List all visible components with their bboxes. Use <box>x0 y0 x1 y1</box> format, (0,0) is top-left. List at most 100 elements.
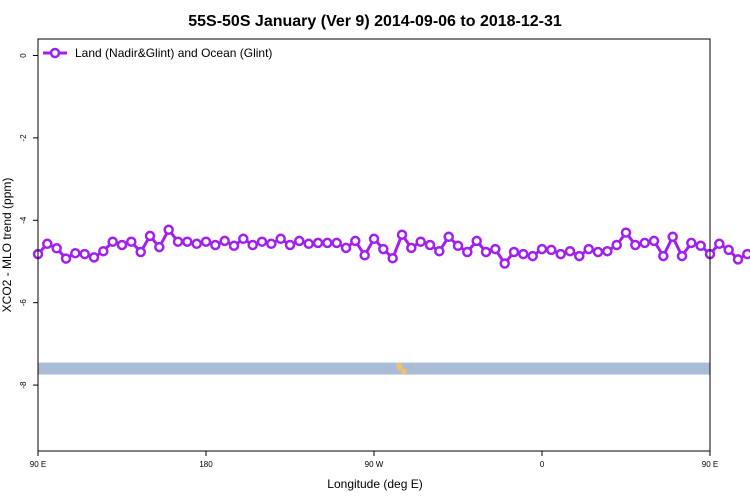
data-point <box>172 236 184 247</box>
y-tick-label: 0 <box>19 53 28 58</box>
data-point <box>60 253 72 264</box>
data-point <box>359 250 370 261</box>
legend-marker <box>49 47 61 59</box>
data-point <box>630 239 641 251</box>
data-point <box>406 242 417 254</box>
legend-entry: Land (Nadir&Glint) and Ocean (Glint) <box>75 46 272 60</box>
data-point <box>154 241 165 253</box>
data-point <box>742 248 750 260</box>
data-point <box>620 227 632 238</box>
data-point <box>452 240 464 252</box>
data-point <box>378 243 389 255</box>
data-point <box>583 243 594 255</box>
data-point <box>126 236 137 247</box>
data-point <box>639 237 650 249</box>
data-point <box>527 250 538 262</box>
data-point <box>648 235 660 247</box>
data-point <box>219 235 230 247</box>
data-point <box>667 231 678 243</box>
map-strip <box>38 362 710 375</box>
data-point <box>135 246 146 258</box>
data-point <box>275 233 286 245</box>
data-point <box>508 246 520 258</box>
data-point <box>546 244 557 256</box>
x-tick-label: 0 <box>540 460 545 469</box>
data-point <box>676 250 688 262</box>
data-point <box>294 235 305 247</box>
data-point <box>723 244 734 256</box>
data-point <box>70 247 81 259</box>
data-point <box>182 236 193 247</box>
data-point <box>51 243 62 254</box>
land-blob <box>400 368 407 375</box>
data-point <box>322 237 333 249</box>
data-point <box>387 252 398 264</box>
map-strip-ocean <box>38 362 710 375</box>
y-axis-label: XCO2 - MLO trend (ppm) <box>0 178 14 313</box>
data-point <box>658 250 669 262</box>
y-tick-label: -2 <box>19 134 28 142</box>
data-point <box>686 237 697 249</box>
data-point <box>518 248 529 260</box>
x-tick-label: 90 E <box>702 460 718 469</box>
x-tick-label: 90 E <box>30 460 46 469</box>
y-tick-label: -8 <box>19 381 28 389</box>
data-point <box>247 239 258 251</box>
data-point <box>116 239 128 251</box>
data-point <box>200 236 212 247</box>
data-point <box>191 238 202 250</box>
data-point <box>368 233 380 245</box>
data-point <box>695 240 706 252</box>
legend: Land (Nadir&Glint) and Ocean (Glint) <box>43 46 272 60</box>
series-layer <box>32 224 750 269</box>
data-point <box>462 246 473 258</box>
data-point <box>238 233 249 245</box>
data-point <box>284 239 296 251</box>
data-point <box>424 239 436 251</box>
data-point <box>210 239 221 251</box>
data-point <box>88 252 100 263</box>
data-point <box>732 254 744 265</box>
x-axis: 90 E 180 90 W 0 90 E <box>30 451 718 469</box>
data-point <box>396 229 408 240</box>
data-point <box>443 231 454 243</box>
data-point <box>42 238 53 250</box>
data-point <box>536 243 548 255</box>
x-axis-label: Longitude (deg E) <box>327 477 422 491</box>
x-tick-label: 180 <box>199 460 213 469</box>
chart-title: 55S-50S January (Ver 9) 2014-09-06 to 20… <box>188 13 562 30</box>
y-tick-label: -4 <box>19 216 28 224</box>
data-point <box>415 236 426 247</box>
data-point <box>499 258 510 269</box>
data-point <box>471 235 482 247</box>
data-point <box>611 239 622 251</box>
plot-frame <box>37 38 711 452</box>
data-point <box>340 242 352 254</box>
data-point <box>480 246 492 258</box>
data-point <box>602 245 613 257</box>
y-axis: 0 -2 -4 -6 -8 <box>19 53 38 389</box>
y-tick-label: -6 <box>19 299 28 307</box>
data-point <box>256 236 268 247</box>
data-point <box>564 245 576 257</box>
data-point <box>144 230 156 242</box>
land-blob <box>414 364 417 367</box>
data-point <box>490 243 501 255</box>
data-point <box>312 237 324 249</box>
data-point <box>107 236 118 247</box>
data-point <box>434 245 445 257</box>
land-blob <box>396 362 403 371</box>
data-point <box>266 238 277 250</box>
x-tick-label: 90 W <box>365 460 384 469</box>
data-point <box>350 235 361 247</box>
data-point <box>98 245 109 257</box>
map-strip-land <box>396 362 417 375</box>
data-point <box>714 238 725 250</box>
data-point <box>555 248 566 260</box>
data-point <box>592 246 604 258</box>
data-point <box>79 248 90 260</box>
data-point <box>228 240 240 252</box>
data-point <box>574 250 585 262</box>
data-point <box>331 237 342 249</box>
